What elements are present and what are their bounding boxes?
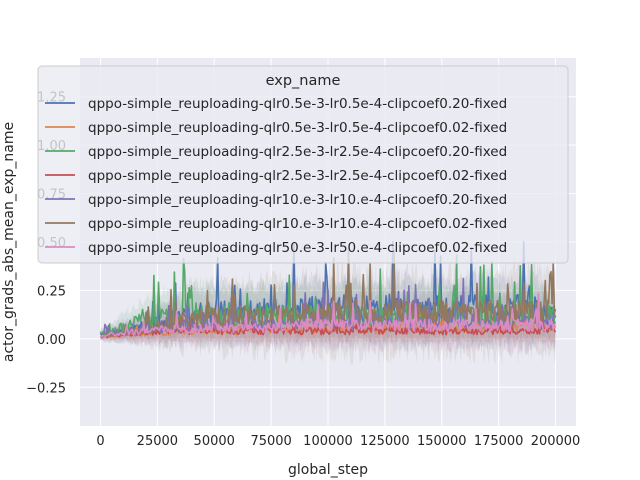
legend-label: qppo-simple_reuploading-qlr10.e-3-lr10.e…: [88, 216, 507, 232]
y-tick-label: 0.25: [37, 284, 66, 299]
x-tick-label: 100000: [303, 434, 353, 449]
x-tick-label: 200000: [531, 434, 581, 449]
x-tick-labels: 0 25000 50000 75000 100000 125000 150000 175000…: [96, 434, 580, 449]
x-tick-label: 25000: [137, 434, 178, 449]
series-lines: [99, 240, 557, 339]
legend-label: qppo-simple_reuploading-qlr50.e-3-lr50.e…: [88, 240, 507, 256]
legend-label: qppo-simple_reuploading-qlr2.5e-3-lr2.5e…: [88, 144, 507, 160]
legend-box: [37, 65, 569, 264]
x-tick-label: 75000: [250, 434, 291, 449]
legend-label: qppo-simple_reuploading-qlr0.5e-3-lr0.5e…: [88, 120, 507, 136]
x-tick-label: 0: [96, 434, 104, 449]
legend-items: qppo-simple_reuploading-qlr0.5e-3-lr0.5e…: [45, 96, 507, 256]
y-tick-label: −0.25: [26, 381, 66, 396]
y-axis-label: actor_grads_abs_mean_exp_name: [1, 122, 17, 362]
series-line: [100, 292, 557, 338]
legend-label: qppo-simple_reuploading-qlr0.5e-3-lr0.5e…: [88, 96, 507, 112]
x-axis-label: global_step: [288, 462, 368, 478]
legend: exp_name qppo-simple_reuploading-qlr0.5e…: [37, 65, 569, 264]
x-tick-label: 50000: [194, 434, 235, 449]
x-tick-label: 125000: [360, 434, 410, 449]
legend-label: qppo-simple_reuploading-qlr10.e-3-lr10.e…: [88, 192, 507, 208]
legend-title: exp_name: [266, 73, 341, 89]
x-tick-label: 175000: [474, 434, 524, 449]
legend-label: qppo-simple_reuploading-qlr2.5e-3-lr2.5e…: [88, 168, 507, 184]
y-tick-label: 0.00: [37, 333, 66, 348]
x-tick-label: 150000: [417, 434, 467, 449]
